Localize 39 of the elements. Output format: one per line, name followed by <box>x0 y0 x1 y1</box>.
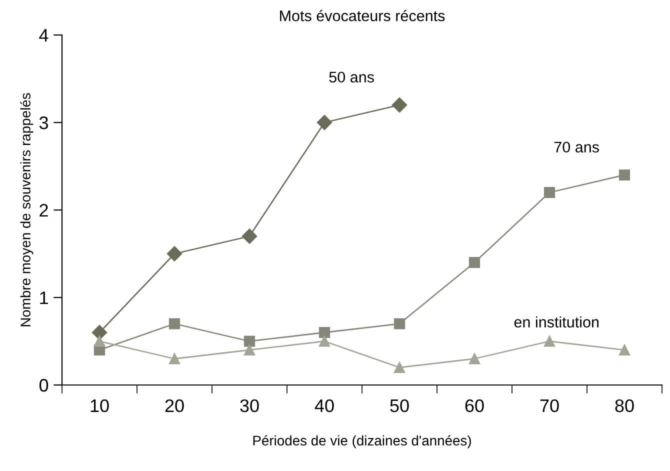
x-axis-title: Périodes de vie (dizaines d'années) <box>253 435 471 448</box>
point <box>468 353 480 364</box>
point <box>244 336 256 347</box>
y-tick-label: 2 <box>40 204 48 217</box>
point <box>242 228 258 244</box>
x-tick-label: 70 <box>540 399 559 412</box>
x-tick-label: 80 <box>615 399 634 412</box>
y-tick-label: 4 <box>39 29 48 42</box>
series-label: 50 ans <box>329 72 374 83</box>
series-label: en institution <box>514 316 599 328</box>
y-tick-label: 1 <box>40 292 48 304</box>
x-tick-label: 40 <box>314 399 334 412</box>
point <box>318 326 330 338</box>
point <box>618 169 630 181</box>
point <box>394 362 406 374</box>
x-tick-label: 20 <box>165 399 184 412</box>
chart-title: Mots évocateurs récents <box>280 10 445 22</box>
x-tick-label: 10 <box>90 399 109 412</box>
point <box>544 186 556 198</box>
point <box>92 324 108 340</box>
y-tick-label: 0 <box>39 378 48 392</box>
point <box>618 344 630 356</box>
point <box>166 246 182 262</box>
point <box>318 336 330 347</box>
point <box>544 336 556 347</box>
point <box>316 114 332 130</box>
x-tick-label: 60 <box>465 399 484 412</box>
point <box>244 344 256 356</box>
y-axis-title: Nombre moyen de souvenirs rappelés <box>20 93 34 326</box>
point <box>392 97 408 113</box>
x-tick-label: 30 <box>240 399 259 412</box>
point <box>168 353 180 364</box>
x-tick-label: 50 <box>390 399 409 412</box>
point <box>468 256 480 268</box>
y-tick-label: 3 <box>39 116 48 130</box>
point <box>168 318 180 330</box>
point <box>94 336 106 347</box>
point <box>394 318 406 330</box>
series-label: 70 ans <box>554 142 599 153</box>
